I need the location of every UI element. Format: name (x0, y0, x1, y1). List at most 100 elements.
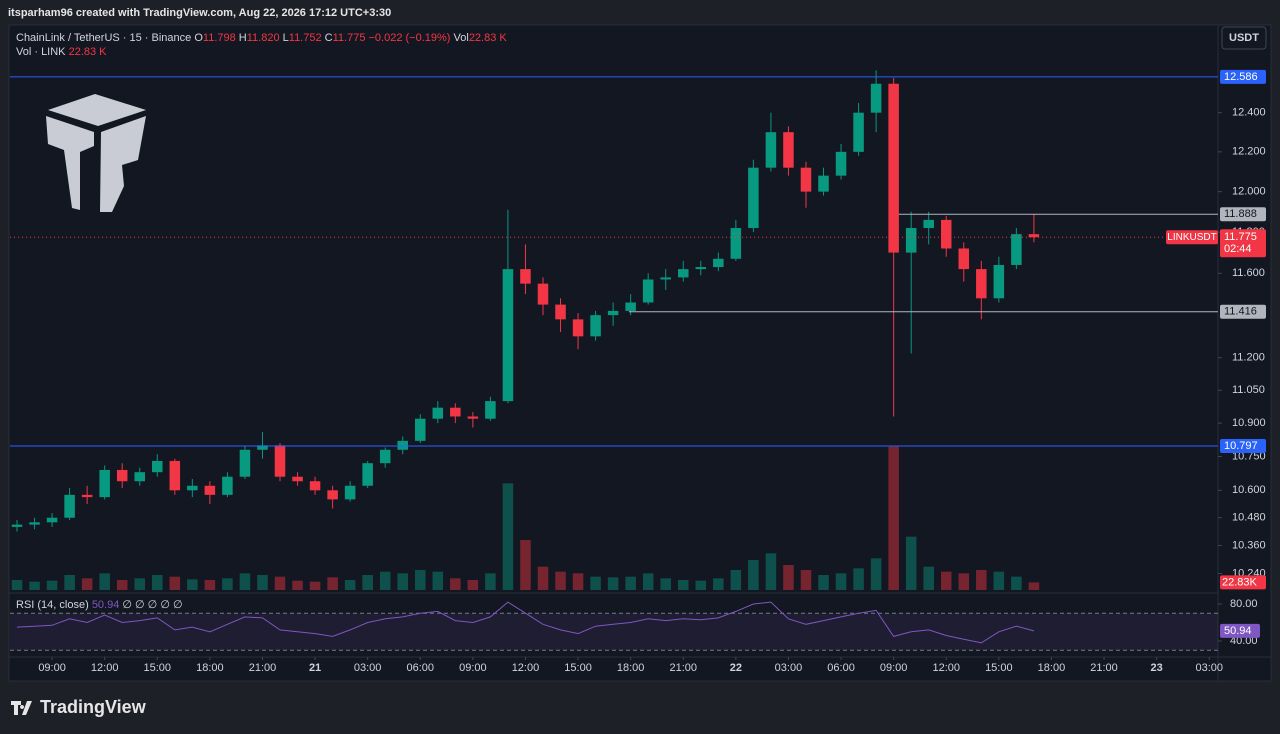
rsi-tag (1220, 623, 1260, 638)
volume-bar (274, 576, 286, 590)
candle-body (853, 112, 864, 152)
x-tick-label: 03:00 (354, 662, 382, 674)
volume-bar (818, 575, 829, 590)
volume-bar (397, 573, 408, 590)
price-line-label: 11.416 (1224, 306, 1257, 318)
candle-body (169, 460, 181, 491)
rsi-title: RSI (14, close) (16, 599, 89, 611)
price-line-tag (1220, 304, 1266, 319)
x-tick-label: 18:00 (196, 662, 224, 674)
candle-body (870, 83, 882, 113)
candle-body (537, 283, 549, 305)
candle-body (327, 490, 338, 500)
candle-body (1028, 234, 1040, 238)
volume-bar (344, 580, 356, 590)
volume-bar (152, 575, 163, 590)
last-price-label: 11.775 (1224, 231, 1257, 243)
candle-body (239, 449, 251, 477)
volume-bar (450, 578, 461, 590)
change: −0.022 (−0.19%) (368, 32, 451, 44)
price-line-label: 12.586 (1224, 71, 1258, 83)
candle-body (116, 469, 128, 482)
volume-bar (116, 580, 128, 590)
x-tick-label: 15:00 (144, 662, 172, 674)
x-tick-label: 06:00 (827, 662, 855, 674)
y-tick-label: 11.200 (1232, 352, 1265, 364)
ohlc: O11.798 H11.820 L11.752 C11.775 (194, 32, 368, 44)
volume-bar (520, 540, 531, 590)
volume-bar (46, 580, 58, 590)
candle-body (485, 401, 496, 419)
ohlc-value: 11.775 (332, 32, 366, 44)
volume-bar (502, 483, 514, 590)
x-tick-label: 15:00 (985, 662, 1013, 674)
y-tick-label: 12.400 (1232, 107, 1266, 119)
x-tick-label: 12:00 (91, 662, 119, 674)
volume-bar (11, 580, 23, 590)
volume-bar (765, 553, 777, 590)
volume-bar (1011, 576, 1022, 590)
legend-row: Vol · LINK 22.83 K (16, 45, 507, 59)
candle-body (450, 407, 461, 417)
ohlc-value: 11.820 (246, 32, 280, 44)
candle-body (46, 517, 58, 523)
volume-bar (309, 581, 321, 590)
ohlc-key: C (324, 32, 333, 44)
x-tick-label: 21:00 (669, 662, 697, 674)
candle-body (940, 219, 952, 249)
volume-bar (993, 571, 1005, 590)
candle-body (748, 167, 759, 229)
symbol-label: LINKUSDT (1167, 232, 1216, 243)
volume-bar (239, 573, 251, 590)
candle-body (800, 167, 812, 192)
candle-body (467, 416, 479, 419)
volume-tag (1220, 575, 1266, 590)
candle-body (888, 83, 899, 253)
candle-body (397, 440, 408, 450)
volume-bar (134, 578, 146, 590)
y-tick-label: 10.360 (1232, 539, 1266, 551)
x-tick-label: 03:00 (775, 662, 803, 674)
y-tick-label: 10.900 (1232, 417, 1266, 429)
volume-bar (642, 573, 654, 590)
rsi-tick-label: 40.00 (1230, 635, 1258, 647)
candle-body (677, 269, 689, 278)
volume-bar (99, 573, 110, 590)
y-tick-label: 10.480 (1232, 512, 1266, 524)
candle-body (292, 476, 303, 482)
ohlc-key: O (194, 32, 203, 44)
volume-bar (379, 571, 391, 590)
ohlc-key: L (282, 32, 289, 44)
symbol: ChainLink / TetherUS · 15 · Binance (16, 32, 192, 44)
price-line-tag (1220, 438, 1266, 453)
countdown: 02:44 (1224, 243, 1252, 255)
x-tick-label: 12:00 (932, 662, 960, 674)
x-tick-label: 22 (730, 662, 742, 674)
volume-bar (695, 580, 707, 590)
x-tick-label: 15:00 (564, 662, 592, 674)
volume-bar (555, 571, 566, 590)
candle-body (502, 269, 514, 402)
rsi-empty: ∅ ∅ ∅ ∅ ∅ (122, 599, 183, 611)
currency[interactable]: USDT (1229, 32, 1259, 44)
currency-button[interactable] (1221, 26, 1267, 50)
candle-body (152, 460, 163, 473)
x-tick-label: 23 (1151, 662, 1163, 674)
volume-bar (222, 578, 233, 590)
volume-bar (362, 575, 373, 590)
ohlc-value: 11.798 (202, 32, 236, 44)
candle-body (81, 494, 93, 498)
candle-body (1011, 234, 1022, 265)
x-tick-label: 03:00 (1195, 662, 1223, 674)
candle-body (976, 269, 987, 299)
candle-body (642, 279, 654, 303)
volume-bar (590, 576, 601, 590)
y-tick-label: 10.600 (1232, 484, 1266, 496)
rsi-tick-label: 80.00 (1230, 598, 1258, 610)
price-line-label: 10.797 (1224, 440, 1258, 452)
volume-bar (888, 446, 899, 590)
footer-brand: TradingView (40, 697, 147, 717)
volume-bar (870, 558, 882, 590)
volume-bar (537, 566, 549, 590)
candle-body (993, 264, 1005, 299)
